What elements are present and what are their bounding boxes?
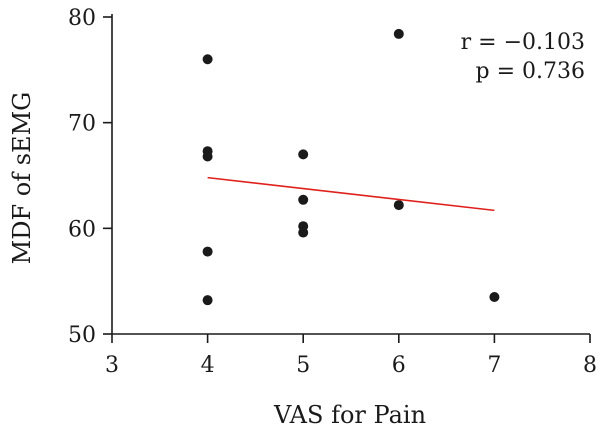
data-point (202, 295, 213, 306)
x-axis-label: VAS for Pain (273, 401, 426, 429)
x-tick-label: 7 (487, 353, 501, 378)
x-tick-label: 3 (105, 353, 119, 378)
x-tick-label: 4 (201, 353, 215, 378)
y-tick-label: 70 (68, 112, 96, 137)
correlation-annotation: r = −0.103 (461, 30, 585, 55)
data-point (298, 149, 309, 160)
data-point (298, 194, 309, 205)
data-point (393, 200, 404, 211)
x-ticks: 3 4 5 6 7 8 (105, 334, 597, 378)
data-point (298, 227, 309, 238)
y-tick-label: 60 (68, 217, 96, 242)
y-ticks: 50 60 70 80 (68, 6, 112, 348)
y-tick-label: 50 (68, 323, 96, 348)
data-point (202, 151, 213, 162)
x-tick-label: 6 (392, 353, 406, 378)
x-tick-label: 8 (583, 353, 597, 378)
x-tick-label: 5 (296, 353, 310, 378)
data-point (393, 28, 404, 39)
axes (111, 14, 590, 335)
p-value-annotation: p = 0.736 (476, 59, 585, 84)
regression-line (207, 176, 495, 212)
data-point (202, 246, 213, 257)
data-points (202, 28, 500, 306)
y-axis-label: MDF of sEMG (8, 92, 36, 265)
data-point (489, 292, 500, 303)
y-tick-label: 80 (68, 6, 96, 31)
data-point (202, 54, 213, 65)
